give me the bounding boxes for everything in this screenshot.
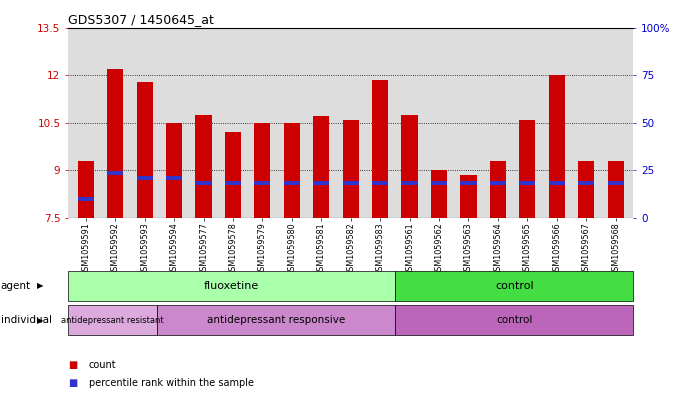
Bar	[490, 181, 506, 185]
Bar	[195, 181, 212, 185]
Bar	[78, 196, 94, 201]
Bar	[284, 123, 300, 218]
Bar	[396, 305, 633, 335]
Bar	[343, 119, 359, 218]
Bar	[490, 161, 506, 218]
Bar	[519, 181, 535, 185]
Bar	[460, 181, 477, 185]
Bar	[166, 123, 183, 218]
Bar	[372, 80, 388, 218]
Bar	[78, 161, 94, 218]
Bar	[460, 175, 477, 218]
Bar	[313, 181, 330, 185]
Bar	[137, 81, 153, 218]
Bar	[107, 69, 123, 218]
Bar	[396, 271, 633, 301]
Text: percentile rank within the sample: percentile rank within the sample	[89, 378, 253, 388]
Bar	[607, 161, 624, 218]
Bar	[157, 305, 396, 335]
Text: control: control	[495, 281, 534, 291]
Bar	[254, 123, 270, 218]
Bar	[107, 171, 123, 175]
Bar	[225, 132, 241, 218]
Text: ▶: ▶	[37, 281, 44, 290]
Bar	[313, 116, 330, 218]
Bar	[68, 305, 157, 335]
Bar	[68, 271, 396, 301]
Bar	[549, 75, 565, 218]
Bar	[254, 181, 270, 185]
Text: agent: agent	[1, 281, 31, 291]
Bar	[402, 181, 417, 185]
Text: control: control	[496, 315, 533, 325]
Bar	[431, 171, 447, 218]
Bar	[402, 115, 417, 218]
Text: fluoxetine: fluoxetine	[204, 281, 259, 291]
Text: ■: ■	[68, 378, 78, 388]
Bar	[431, 181, 447, 185]
Text: ■: ■	[68, 360, 78, 371]
Bar	[578, 161, 595, 218]
Bar	[137, 176, 153, 180]
Text: antidepressant responsive: antidepressant responsive	[207, 315, 345, 325]
Text: count: count	[89, 360, 116, 371]
Bar	[519, 119, 535, 218]
Bar	[578, 181, 595, 185]
Bar	[284, 181, 300, 185]
Bar	[225, 181, 241, 185]
Bar	[607, 181, 624, 185]
Bar	[549, 181, 565, 185]
Bar	[166, 176, 183, 180]
Bar	[343, 181, 359, 185]
Text: antidepressant resistant: antidepressant resistant	[61, 316, 164, 325]
Bar	[195, 115, 212, 218]
Text: individual: individual	[1, 315, 52, 325]
Text: GDS5307 / 1450645_at: GDS5307 / 1450645_at	[68, 13, 214, 26]
Bar	[372, 181, 388, 185]
Text: ▶: ▶	[37, 316, 44, 325]
